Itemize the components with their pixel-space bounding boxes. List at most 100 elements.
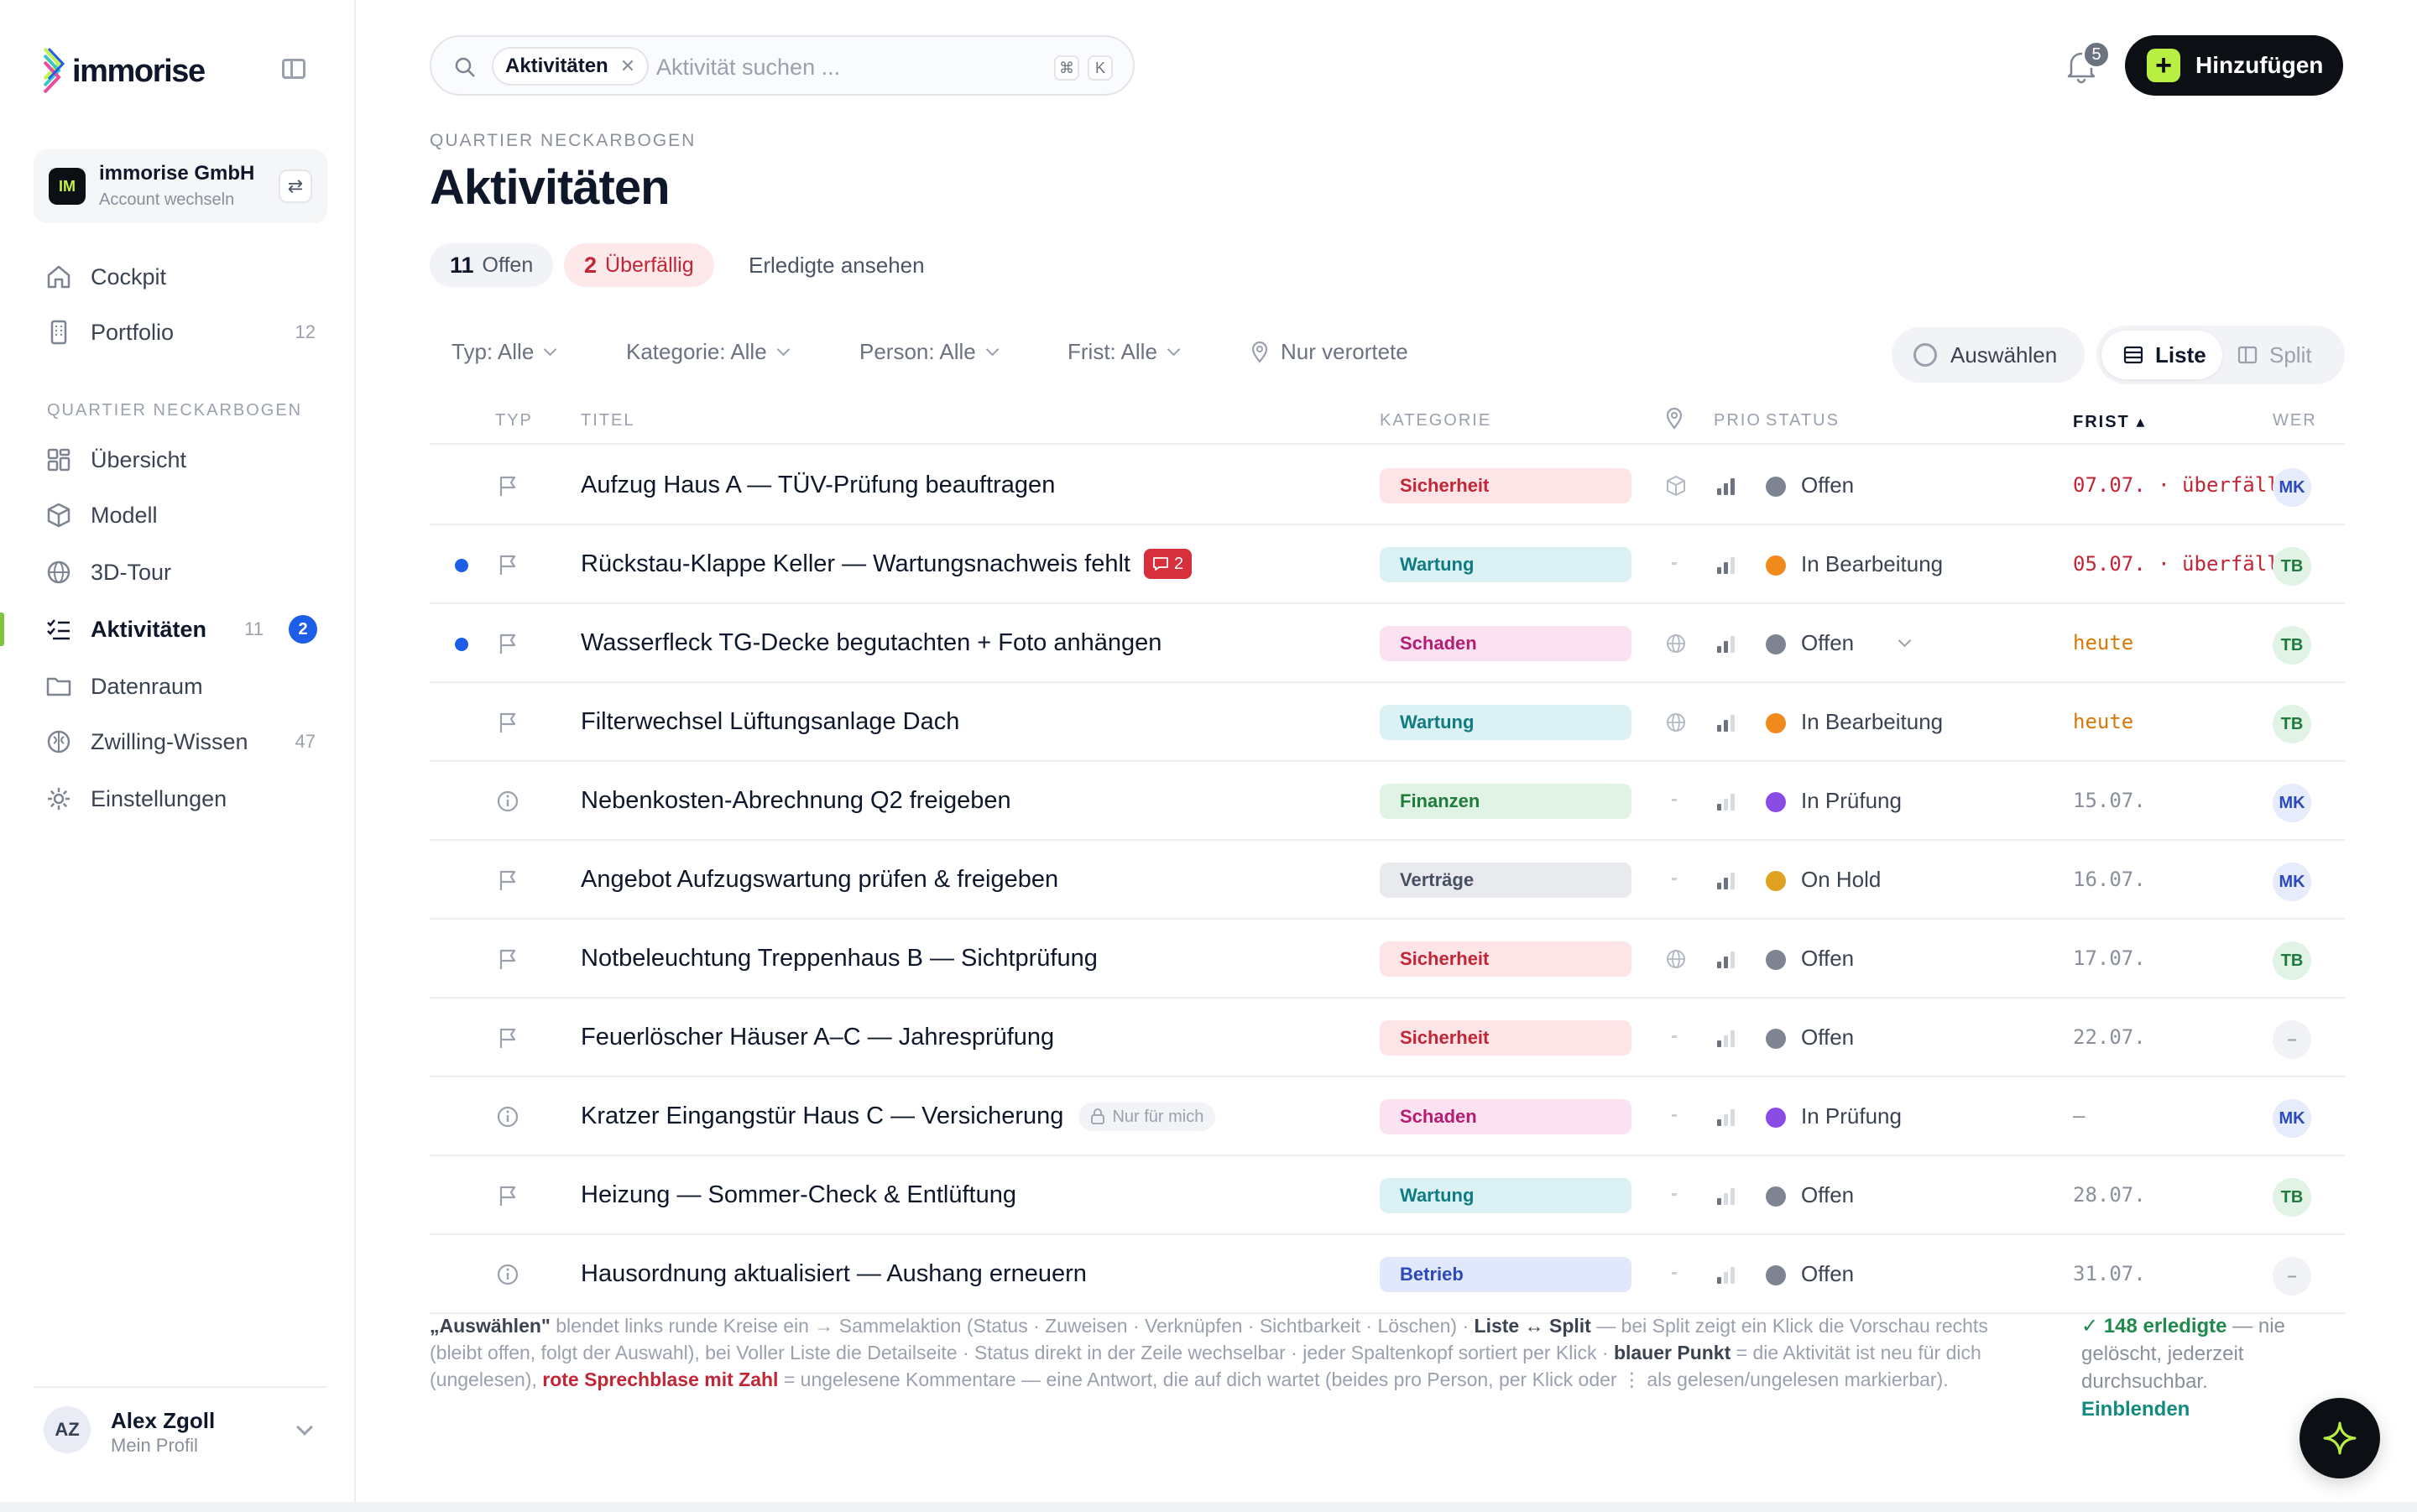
unread-comments-badge[interactable]: 2 [1143, 549, 1193, 579]
status-label[interactable]: Offen [1801, 472, 1855, 498]
col-header-wer[interactable]: WER [2273, 411, 2317, 430]
status-label[interactable]: In Prüfung [1801, 1103, 1902, 1129]
assistant-button[interactable] [2300, 1398, 2380, 1478]
row-title[interactable]: Feuerlöscher Häuser A–C — Jahresprüfung [581, 1024, 1055, 1051]
sidebar-item-3d-tour[interactable]: 3D-Tour [44, 555, 329, 589]
assignee-avatar[interactable]: TB [2273, 626, 2311, 665]
table-row[interactable]: Nebenkosten-Abrechnung Q2 freigeben Finan… [430, 762, 2345, 841]
brand-logo[interactable]: immorise [42, 47, 206, 96]
col-header-location[interactable] [1665, 407, 1684, 435]
globe-icon[interactable] [1665, 712, 1687, 733]
row-title[interactable]: Angebot Aufzugswartung prüfen & freigebe… [581, 866, 1059, 893]
row-title[interactable]: Filterwechsel Lüftungsanlage Dach [581, 708, 960, 735]
table-row[interactable]: Angebot Aufzugswartung prüfen & freigebe… [430, 841, 2345, 920]
filter-deadline[interactable]: Frist: Alle [1068, 339, 1181, 365]
show-done-link[interactable]: Erledigte ansehen [749, 252, 925, 278]
sidebar-item-zwilling-wissen[interactable]: Zwilling-Wissen 47 [44, 725, 329, 759]
row-title[interactable]: Heizung — Sommer-Check & Entlüftung [581, 1181, 1016, 1208]
open-count-pill[interactable]: 11 Offen [430, 243, 554, 287]
status-label[interactable]: On Hold [1801, 867, 1882, 892]
add-button[interactable]: + Hinzufügen [2125, 35, 2343, 96]
status-label[interactable]: Offen [1801, 1182, 1855, 1207]
status-label[interactable]: Offen [1801, 1025, 1855, 1050]
table-row[interactable]: Feuerlöscher Häuser A–C — Jahresprüfung S… [430, 998, 2345, 1077]
switch-account-icon[interactable]: ⇄ [279, 169, 312, 203]
status-label[interactable]: In Prüfung [1801, 788, 1902, 813]
col-header-frist[interactable]: FRIST ▴ [2073, 413, 2147, 431]
col-header-kategorie[interactable]: KATEGORIE [1380, 411, 1492, 430]
assignee-avatar[interactable]: TB [2273, 941, 2311, 980]
status-label[interactable]: Offen [1801, 1261, 1855, 1286]
status-label[interactable]: Offen [1801, 946, 1855, 971]
assignee-avatar[interactable]: MK [2273, 784, 2311, 822]
row-title[interactable]: Aufzug Haus A — TÜV-Prüfung beauftragen [581, 472, 1056, 498]
search-input[interactable] [656, 49, 1059, 86]
table-row[interactable]: Rückstau-Klappe Keller — Wartungsnachwei… [430, 525, 2345, 604]
table-row[interactable]: Kratzer Eingangstür Haus C — Versicherun… [430, 1077, 2345, 1156]
table-row[interactable]: Heizung — Sommer-Check & Entlüftung Wartu… [430, 1156, 2345, 1235]
sidebar-item-einstellungen[interactable]: Einstellungen [44, 782, 329, 816]
table-row[interactable]: Filterwechsel Lüftungsanlage Dach Wartung… [430, 683, 2345, 762]
sidebar-item-label: Übersicht [91, 446, 187, 472]
page-title: Aktivitäten [430, 160, 671, 215]
table-row[interactable]: Notbeleuchtung Treppenhaus B — Sichtprüf… [430, 920, 2345, 998]
table-row[interactable]: Hausordnung aktualisiert — Aushang erneu… [430, 1235, 2345, 1314]
collapse-sidebar-icon[interactable] [282, 59, 305, 79]
col-header-typ[interactable]: TYP [495, 411, 533, 430]
search-bar[interactable]: Aktivitäten ✕ ⌘ K [430, 35, 1135, 96]
chevron-down-icon[interactable] [1898, 633, 1912, 648]
breadcrumb: QUARTIER NECKARBOGEN [430, 131, 697, 150]
sidebar-item-modell[interactable]: Modell [44, 498, 329, 532]
status-label[interactable]: Offen [1801, 630, 1855, 655]
row-title[interactable]: Hausordnung aktualisiert — Aushang erneu… [581, 1260, 1087, 1287]
sidebar-item-datenraum[interactable]: Datenraum [44, 670, 329, 703]
col-header-status[interactable]: STATUS [1766, 411, 1840, 430]
row-title[interactable]: Rückstau-Klappe Keller — Wartungsnachwei… [581, 550, 1130, 577]
table-row[interactable]: Aufzug Haus A — TÜV-Prüfung beauftragen S… [430, 446, 2345, 525]
sidebar-item-aktivitaeten[interactable]: Aktivitäten 11 2 [44, 613, 329, 646]
table-row[interactable]: Wasserfleck TG-Decke begutachten + Foto … [430, 604, 2345, 683]
globe-icon[interactable] [1665, 948, 1687, 970]
assignee-avatar[interactable]: MK [2273, 863, 2311, 901]
sidebar-item-label: 3D-Tour [91, 559, 172, 585]
view-split-button[interactable]: Split [2237, 331, 2312, 379]
filter-located[interactable]: Nur verortete [1250, 339, 1408, 365]
row-title[interactable]: Wasserfleck TG-Decke begutachten + Foto … [581, 629, 1162, 656]
select-mode-button[interactable]: Auswählen [1892, 327, 2085, 383]
sidebar-item-cockpit[interactable]: Cockpit [44, 260, 329, 294]
cube-icon[interactable] [1665, 475, 1687, 497]
assignee-avatar[interactable]: MK [2273, 1099, 2311, 1138]
assignee-avatar[interactable]: MK [2273, 468, 2311, 507]
col-header-titel[interactable]: TITEL [581, 411, 635, 430]
row-title[interactable]: Nebenkosten-Abrechnung Q2 freigeben [581, 787, 1011, 814]
folder-icon [44, 671, 74, 701]
unread-dot[interactable] [455, 638, 468, 651]
assignee-avatar[interactable]: – [2273, 1257, 2311, 1296]
split-icon [2237, 346, 2258, 364]
filter-type[interactable]: Typ: Alle [452, 339, 557, 365]
profile-menu[interactable]: AZ Alex Zgoll Mein Profil [34, 1386, 327, 1457]
circle-icon [1913, 343, 1937, 367]
show-done-button[interactable]: Einblenden [2081, 1398, 2190, 1421]
account-switcher[interactable]: IM immorise GmbH Account wechseln ⇄ [34, 149, 327, 223]
status-label[interactable]: In Bearbeitung [1801, 709, 1944, 734]
close-icon[interactable]: ✕ [619, 55, 636, 76]
assignee-avatar[interactable]: TB [2273, 1178, 2311, 1217]
assignee-avatar[interactable]: TB [2273, 547, 2311, 586]
globe-icon[interactable] [1665, 633, 1687, 654]
search-scope-chip[interactable]: Aktivitäten ✕ [492, 47, 650, 86]
assignee-avatar[interactable]: – [2273, 1020, 2311, 1059]
view-list-button[interactable]: Liste [2101, 331, 2222, 379]
row-title[interactable]: Kratzer Eingangstür Haus C — Versicherun… [581, 1103, 1064, 1129]
filter-person[interactable]: Person: Alle [859, 339, 1000, 365]
status-label[interactable]: In Bearbeitung [1801, 551, 1944, 576]
sidebar-item-portfolio[interactable]: Portfolio 12 [44, 315, 329, 349]
filter-category[interactable]: Kategorie: Alle [626, 339, 790, 365]
sidebar-item-label: Portfolio [91, 319, 175, 345]
sidebar-item-uebersicht[interactable]: Übersicht [44, 443, 329, 477]
overdue-count-pill[interactable]: 2 Überfällig [564, 243, 714, 287]
unread-dot[interactable] [455, 559, 468, 572]
row-title[interactable]: Notbeleuchtung Treppenhaus B — Sichtprüf… [581, 945, 1098, 972]
assignee-avatar[interactable]: TB [2273, 705, 2311, 743]
col-header-prio[interactable]: PRIO [1714, 411, 1762, 430]
